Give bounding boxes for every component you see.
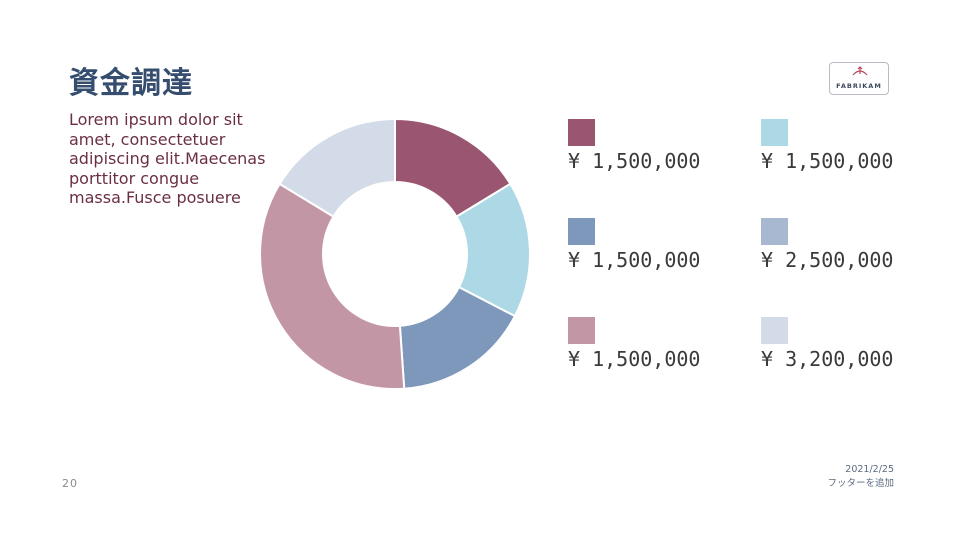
legend-amount: ¥ 1,500,000: [568, 347, 701, 371]
legend-swatch: [761, 317, 788, 344]
legend-amount: ¥ 2,500,000: [761, 248, 894, 272]
legend-amount: ¥ 1,500,000: [568, 248, 701, 272]
legend-swatch: [568, 119, 595, 146]
chart-legend: ¥ 1,500,000 ¥ 1,500,000 ¥ 1,500,000 ¥ 2,500…: [568, 119, 908, 379]
legend-swatch: [761, 119, 788, 146]
legend-amount: ¥ 1,500,000: [568, 149, 701, 173]
footer-block: 2021/2/25 フッターを追加: [827, 463, 894, 491]
donut-chart: [259, 117, 531, 390]
footer-text: フッターを追加: [827, 478, 894, 489]
page-number: 20: [62, 477, 78, 490]
legend-amount: ¥ 3,200,000: [761, 347, 894, 371]
slide-title: 資金調達: [69, 66, 193, 101]
legend-swatch: [568, 317, 595, 344]
donut-slice-4: [259, 182, 406, 390]
legend-swatch: [761, 218, 788, 245]
logo-mark-icon: [852, 66, 868, 76]
legend-amount: ¥ 1,500,000: [761, 149, 894, 173]
legend-swatch: [568, 218, 595, 245]
footer-date: 2021/2/25: [845, 464, 894, 475]
donut-slice-5: [278, 117, 396, 218]
fabrikam-logo: FABRIKAM: [829, 62, 889, 95]
logo-text: FABRIKAM: [836, 82, 882, 90]
slide-body-text: Lorem ipsum dolor sit amet, consectetuer…: [69, 110, 266, 207]
